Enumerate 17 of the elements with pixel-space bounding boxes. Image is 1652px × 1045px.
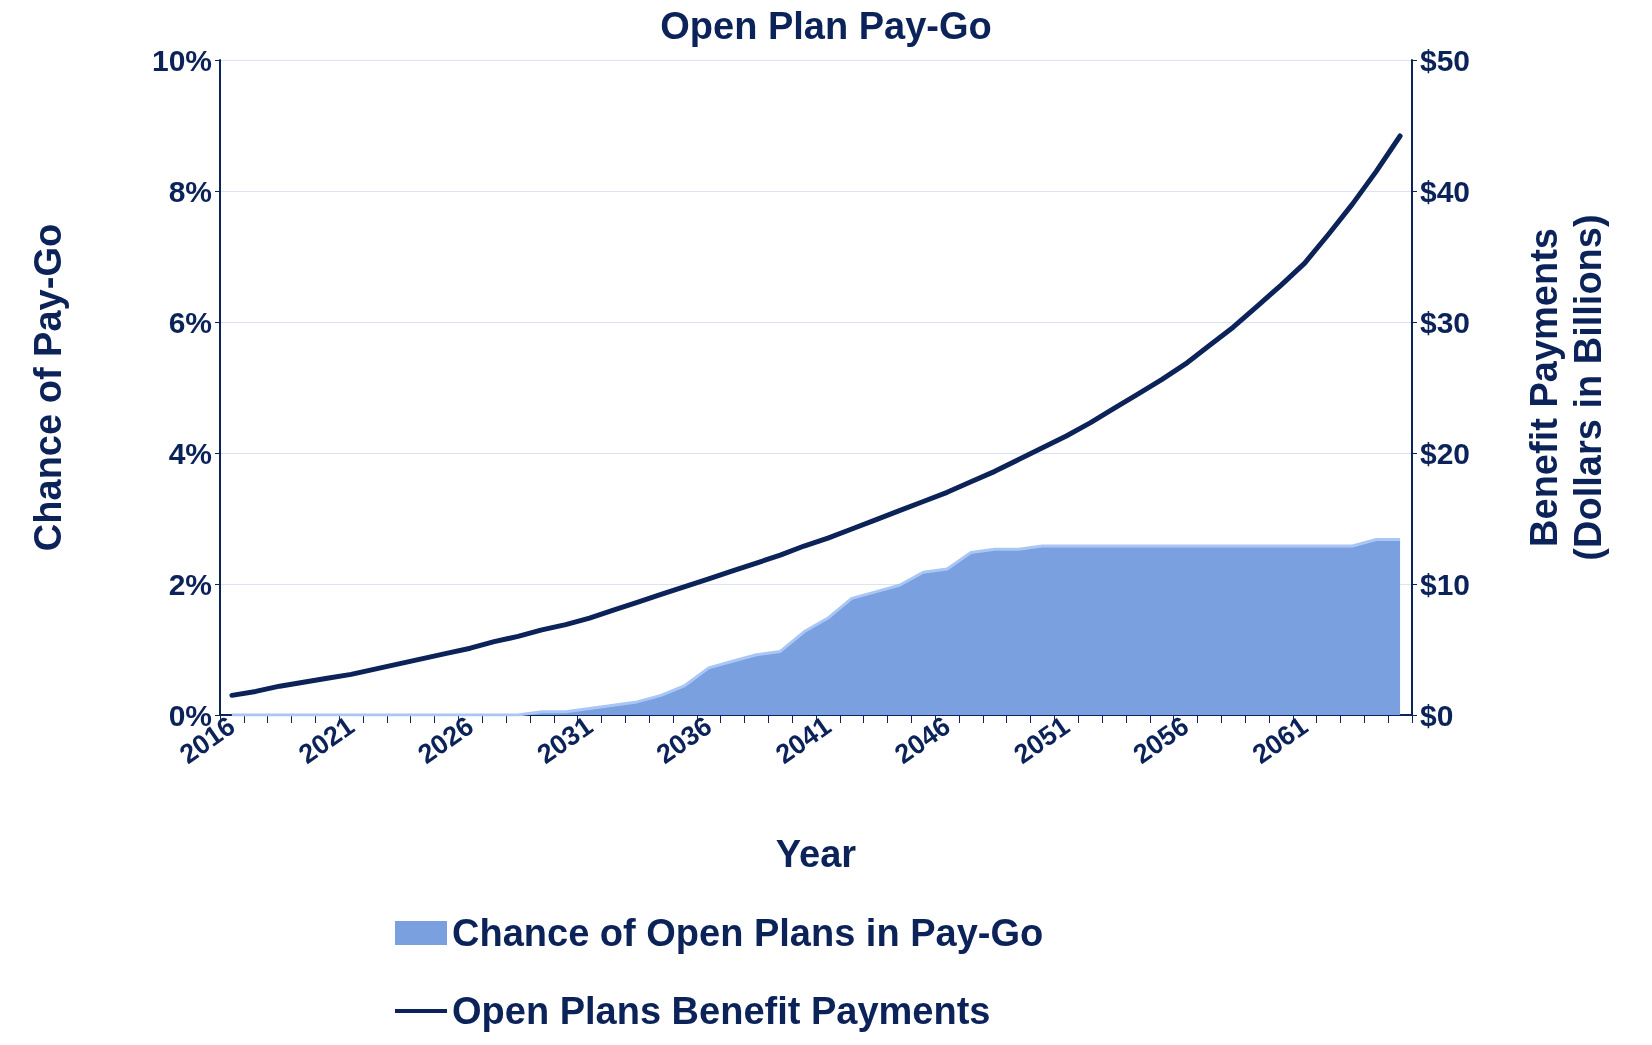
y2-tick-label: $40	[1420, 174, 1471, 208]
y-axis-title: Chance of Pay-Go	[27, 223, 69, 552]
y2-tick-label: $10	[1420, 567, 1471, 601]
y2-tick-label: $20	[1420, 436, 1471, 470]
y2-tick-label: $0	[1420, 698, 1454, 732]
y-tick-label: 10%	[151, 43, 212, 77]
x-axis-title: Year	[775, 833, 857, 875]
y2-axis-title: Benefit Payments (Dollars in Billions)	[1523, 214, 1609, 561]
y-tick-label: 2%	[168, 567, 212, 601]
y2-tick-label: $50	[1420, 43, 1471, 77]
legend-label: Open Plans Benefit Payments	[452, 990, 991, 1032]
y-tick-label: 6%	[168, 305, 212, 339]
chart-title: Open Plan Pay-Go	[660, 5, 992, 47]
y2-tick-label: $30	[1420, 305, 1471, 339]
legend-label: Chance of Open Plans in Pay-Go	[452, 912, 1044, 954]
y-tick-label: 8%	[168, 174, 212, 208]
y-tick-label: 4%	[168, 436, 212, 470]
